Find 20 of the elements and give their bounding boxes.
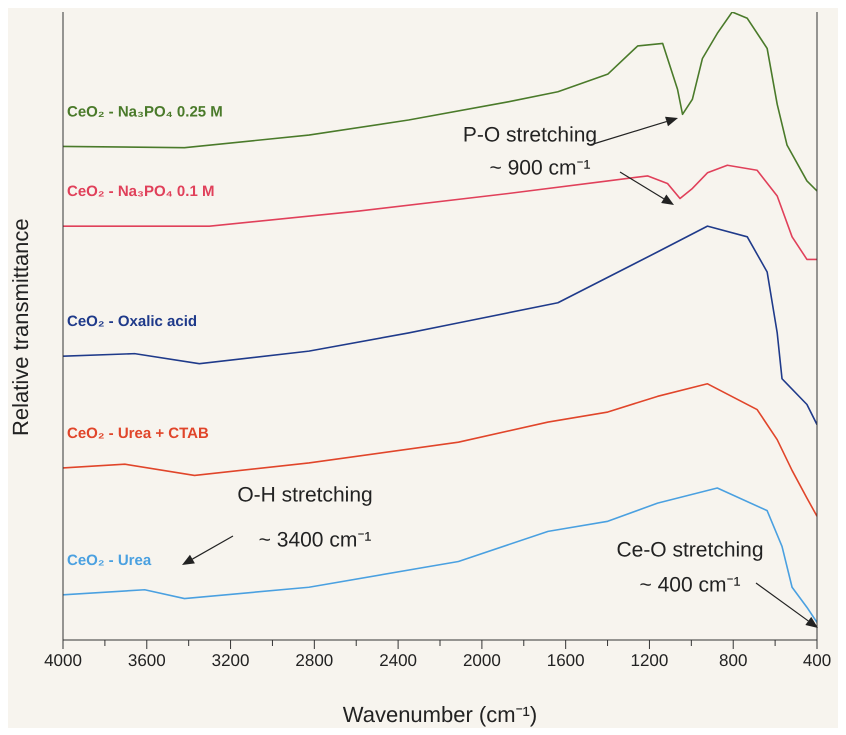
series-label: CeO₂ - Na₃PO₄ 0.1 M [67,183,214,200]
x-tick-label: 4000 [44,651,82,670]
series-label: CeO₂ - Na₃PO₄ 0.25 M [67,103,223,120]
x-tick-label: 1600 [546,651,585,670]
x-tick-label: 2000 [462,651,501,670]
y-axis-title: Relative transmittance [8,218,33,436]
x-tick-label: 3600 [128,651,166,670]
series-label: CeO₂ - Urea [67,552,152,569]
x-tick-label: 1200 [630,651,668,670]
series-label: CeO₂ - Oxalic acid [67,313,198,330]
annotation: O-H stretching ~ 3400 cm⁻¹ [237,484,373,552]
x-tick-label: 3200 [212,651,250,670]
x-tick-label: 2800 [295,651,334,670]
series-label: CeO₂ - Urea + CTAB [67,424,209,442]
x-tick-label: 800 [719,651,748,670]
x-axis-title: Wavenumber (cm⁻¹) [342,702,538,727]
annotation: P-O stretching ~ 900 cm⁻¹ [462,124,598,180]
annotation: Ce-O stretching ~ 400 cm⁻¹ [616,538,764,596]
x-tick-label: 400 [802,651,832,670]
x-tick-label: 2400 [379,651,418,670]
